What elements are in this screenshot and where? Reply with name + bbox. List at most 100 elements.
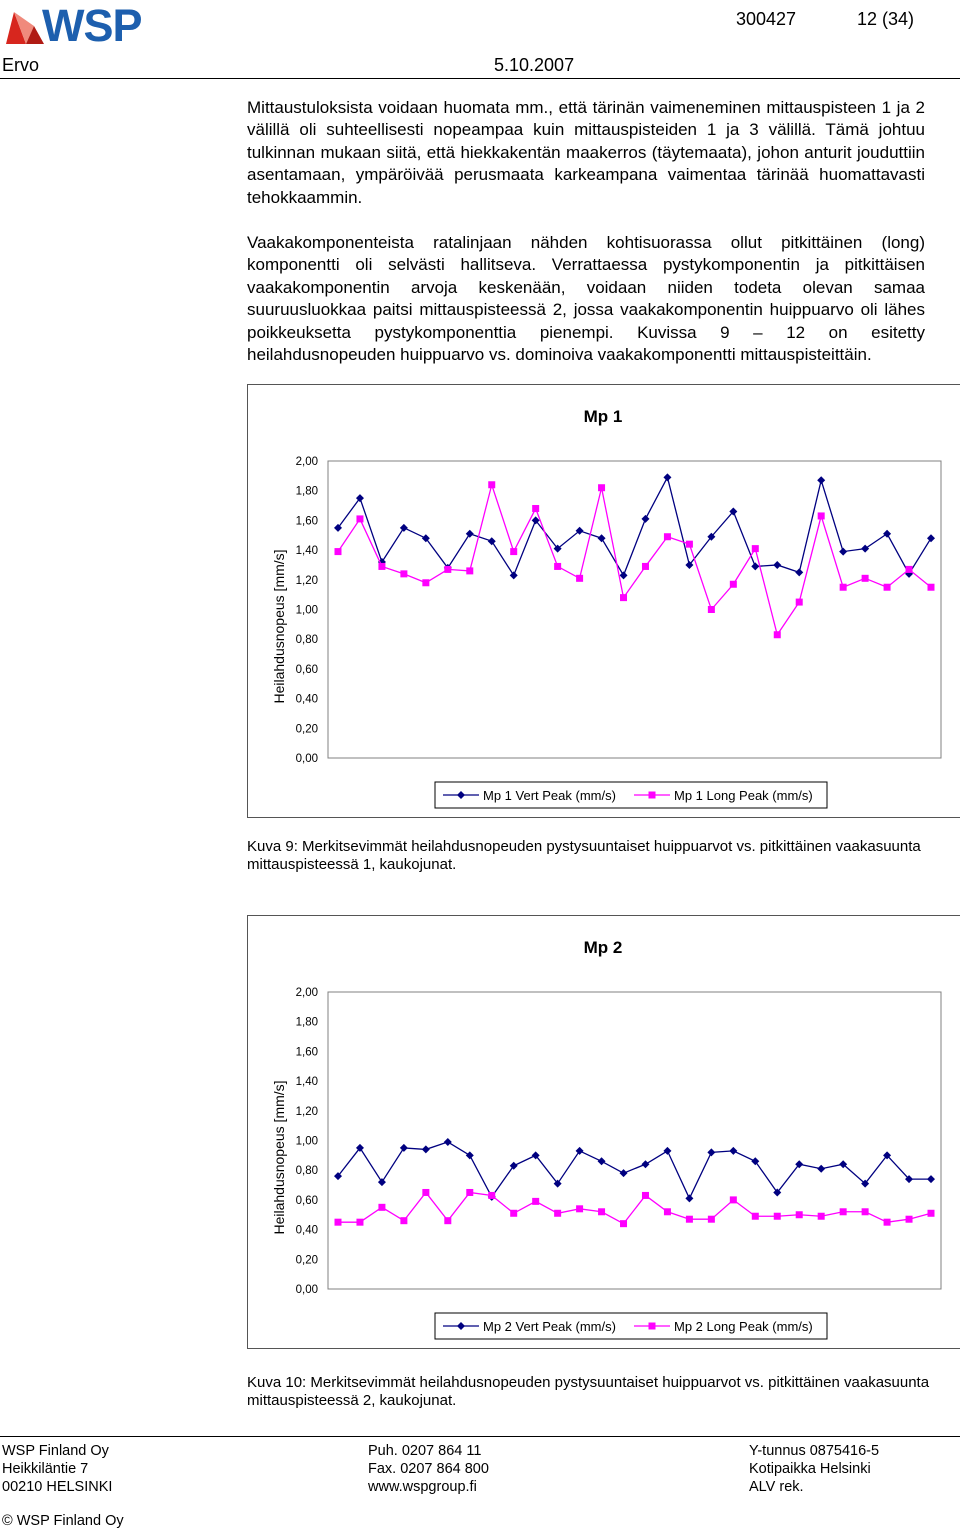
- data-point-long: [510, 1209, 518, 1217]
- data-point-long: [795, 1211, 803, 1219]
- data-point-vert: [509, 571, 518, 580]
- legend-label: Mp 2 Vert Peak (mm/s): [483, 1319, 616, 1334]
- data-point-vert: [509, 1161, 518, 1170]
- y-tick-label: 0,00: [296, 1284, 318, 1296]
- wsp-logo: WSP: [4, 0, 164, 52]
- data-point-long: [685, 1215, 693, 1223]
- data-point-vert: [597, 534, 606, 543]
- data-point-long: [444, 1217, 452, 1225]
- data-point-long: [927, 583, 935, 591]
- data-point-vert: [355, 1143, 364, 1152]
- data-point-long: [620, 1220, 628, 1228]
- data-point-vert: [905, 569, 914, 578]
- doc-number: 300427: [736, 9, 797, 29]
- footer-alv: ALV rek.: [749, 1479, 804, 1495]
- y-tick-label: 2,00: [296, 456, 318, 468]
- data-point-vert: [905, 1175, 914, 1184]
- y-tick-label: 0,80: [296, 1165, 318, 1177]
- chart-title: Mp 1: [584, 407, 623, 426]
- data-point-long: [707, 606, 715, 613]
- y-tick-label: 0,40: [296, 694, 318, 706]
- footer-fax: Fax. 0207 864 800: [368, 1461, 489, 1477]
- data-point-vert: [927, 534, 935, 543]
- series-line: [337, 1141, 931, 1200]
- legend-label: Mp 2 Long Peak (mm/s): [674, 1319, 813, 1334]
- data-point-vert: [487, 537, 496, 546]
- data-point-long: [795, 598, 803, 606]
- data-point-vert: [685, 1194, 694, 1203]
- data-point-long: [883, 1218, 891, 1226]
- data-point-long: [861, 1208, 869, 1216]
- data-point-long: [466, 567, 474, 575]
- plot-area: [327, 991, 942, 1290]
- data-point-vert: [729, 507, 738, 516]
- data-point-long: [510, 548, 518, 556]
- data-point-vert: [421, 1145, 430, 1154]
- chart-mp1-frame: Mp 1 Heilahdusnopeus [mm/s] 2,00 1,80 1,60 1,…: [247, 384, 960, 818]
- chart-mp2-frame: Mp 2 Heilahdusnopeus [mm/s] 2,00 1,80 1,60 1,…: [247, 915, 960, 1349]
- y-tick-label: 0,80: [296, 634, 318, 646]
- data-point-long: [334, 1218, 342, 1226]
- data-point-vert: [399, 1143, 408, 1152]
- data-point-long: [905, 1215, 913, 1223]
- data-point-vert: [334, 1172, 342, 1181]
- data-point-long: [817, 512, 825, 520]
- data-point-vert: [531, 1151, 540, 1160]
- data-point-vert: [443, 1137, 452, 1146]
- y-tick-label: 1,40: [296, 545, 318, 557]
- data-point-long: [620, 594, 628, 602]
- data-point-vert: [465, 1151, 474, 1160]
- data-point-vert: [861, 1179, 870, 1188]
- data-point-long: [773, 1212, 781, 1220]
- y-tick-label: 1,60: [296, 1046, 318, 1058]
- legend-marker: [648, 1322, 656, 1330]
- data-point-vert: [817, 476, 826, 485]
- data-point-vert: [839, 1160, 848, 1169]
- date: 5.10.2007: [494, 55, 575, 75]
- data-point-vert: [663, 473, 672, 482]
- legend-marker: [457, 791, 465, 799]
- data-point-long: [839, 1208, 847, 1216]
- legend-label: Mp 1 Vert Peak (mm/s): [483, 788, 616, 803]
- footer-ytunnus: Y-tunnus 0875416-5: [749, 1443, 880, 1459]
- figure-caption-9: Kuva 9: Merkitsevimmät heilahdusnopeuden…: [247, 838, 921, 873]
- y-tick-label: 0,20: [296, 1254, 318, 1266]
- data-point-long: [356, 1218, 364, 1226]
- data-point-vert: [883, 529, 892, 538]
- data-point-vert: [795, 568, 804, 577]
- data-point-vert: [773, 560, 782, 569]
- data-point-vert: [465, 529, 474, 538]
- data-point-long: [554, 562, 562, 570]
- data-point-vert: [531, 516, 540, 525]
- y-axis-label: Heilahdusnopeus [mm/s]: [271, 549, 287, 703]
- data-point-vert: [751, 562, 760, 571]
- data-point-long: [598, 1208, 606, 1216]
- footer-phone: Puh. 0207 864 11: [368, 1443, 482, 1459]
- footer-street: Heikkiläntie 7: [2, 1461, 89, 1477]
- legend-marker: [648, 791, 656, 799]
- data-point-long: [817, 1212, 825, 1220]
- author: Ervo: [2, 55, 40, 75]
- data-point-vert: [883, 1151, 892, 1160]
- chart-mp1: Mp 1 Heilahdusnopeus [mm/s] 2,00 1,80 1,60 1,…: [271, 407, 942, 809]
- data-point-long: [466, 1188, 474, 1196]
- y-tick-label: 1,20: [296, 575, 318, 587]
- data-point-long: [729, 1196, 737, 1204]
- page-number: 12 (34): [857, 9, 915, 29]
- footer-web[interactable]: www.wspgroup.fi: [368, 1479, 477, 1495]
- data-point-long: [488, 1191, 496, 1199]
- data-point-long: [378, 1203, 386, 1211]
- data-point-long: [861, 574, 869, 582]
- data-point-long: [598, 484, 606, 492]
- data-point-vert: [377, 1178, 386, 1187]
- data-point-long: [422, 579, 430, 587]
- data-point-long: [751, 1212, 759, 1220]
- data-point-long: [532, 505, 540, 513]
- footer-contact: Puh. 0207 864 11 Fax. 0207 864 800 www.w…: [368, 1442, 489, 1496]
- data-point-vert: [927, 1175, 935, 1184]
- footer-copyright: © WSP Finland Oy: [2, 1513, 124, 1529]
- data-point-long: [883, 583, 891, 591]
- y-axis-label: Heilahdusnopeus [mm/s]: [271, 1080, 287, 1234]
- data-point-long: [927, 1209, 935, 1217]
- footer-rule: [0, 1436, 960, 1437]
